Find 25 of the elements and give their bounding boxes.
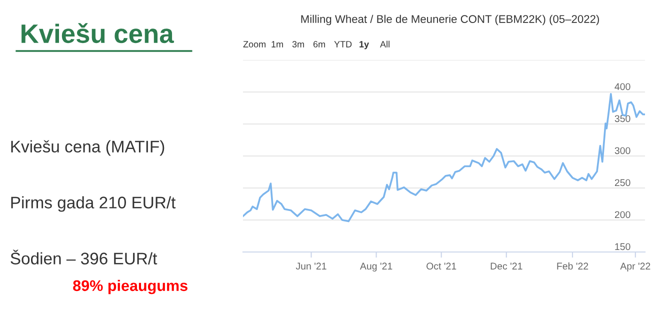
x-tick-label: Dec '21 — [490, 262, 522, 270]
text: Zoom — [243, 41, 266, 48]
text: Kviešu cena — [22, 23, 174, 44]
text: 1y — [360, 41, 369, 50]
y-tick-label: 250 — [614, 179, 630, 186]
x-tick-label: Aug '21 — [360, 262, 392, 272]
text: 3m — [292, 41, 304, 48]
text: 6m — [313, 41, 325, 48]
text: Pirms gada 210 EUR/t — [11, 196, 176, 212]
x-tick-label: Feb '22 — [557, 262, 588, 270]
x-tick-label: Apr '22 — [620, 262, 650, 272]
x-tick-label: Oct '21 — [426, 262, 456, 270]
text: All — [380, 40, 390, 48]
y-tick-label: 150 — [615, 243, 630, 250]
text: Šodien – 396 EUR/t — [10, 250, 158, 264]
y-tick-label: 350 — [614, 115, 630, 122]
text: YTD — [334, 41, 352, 48]
y-tick-label: 200 — [614, 211, 630, 218]
text: 89% pieaugums — [73, 280, 188, 294]
x-tick-label: Jun '21 — [296, 262, 326, 270]
chart-title: Milling Wheat / Ble de Meunerie CONT (EBM22K) (05–2022) — [301, 14, 599, 26]
text: Kviešu cena (MATIF) — [11, 140, 164, 156]
y-tick-label: 300 — [614, 147, 630, 154]
y-tick-label: 400 — [614, 83, 630, 90]
text: 1m — [272, 41, 283, 48]
